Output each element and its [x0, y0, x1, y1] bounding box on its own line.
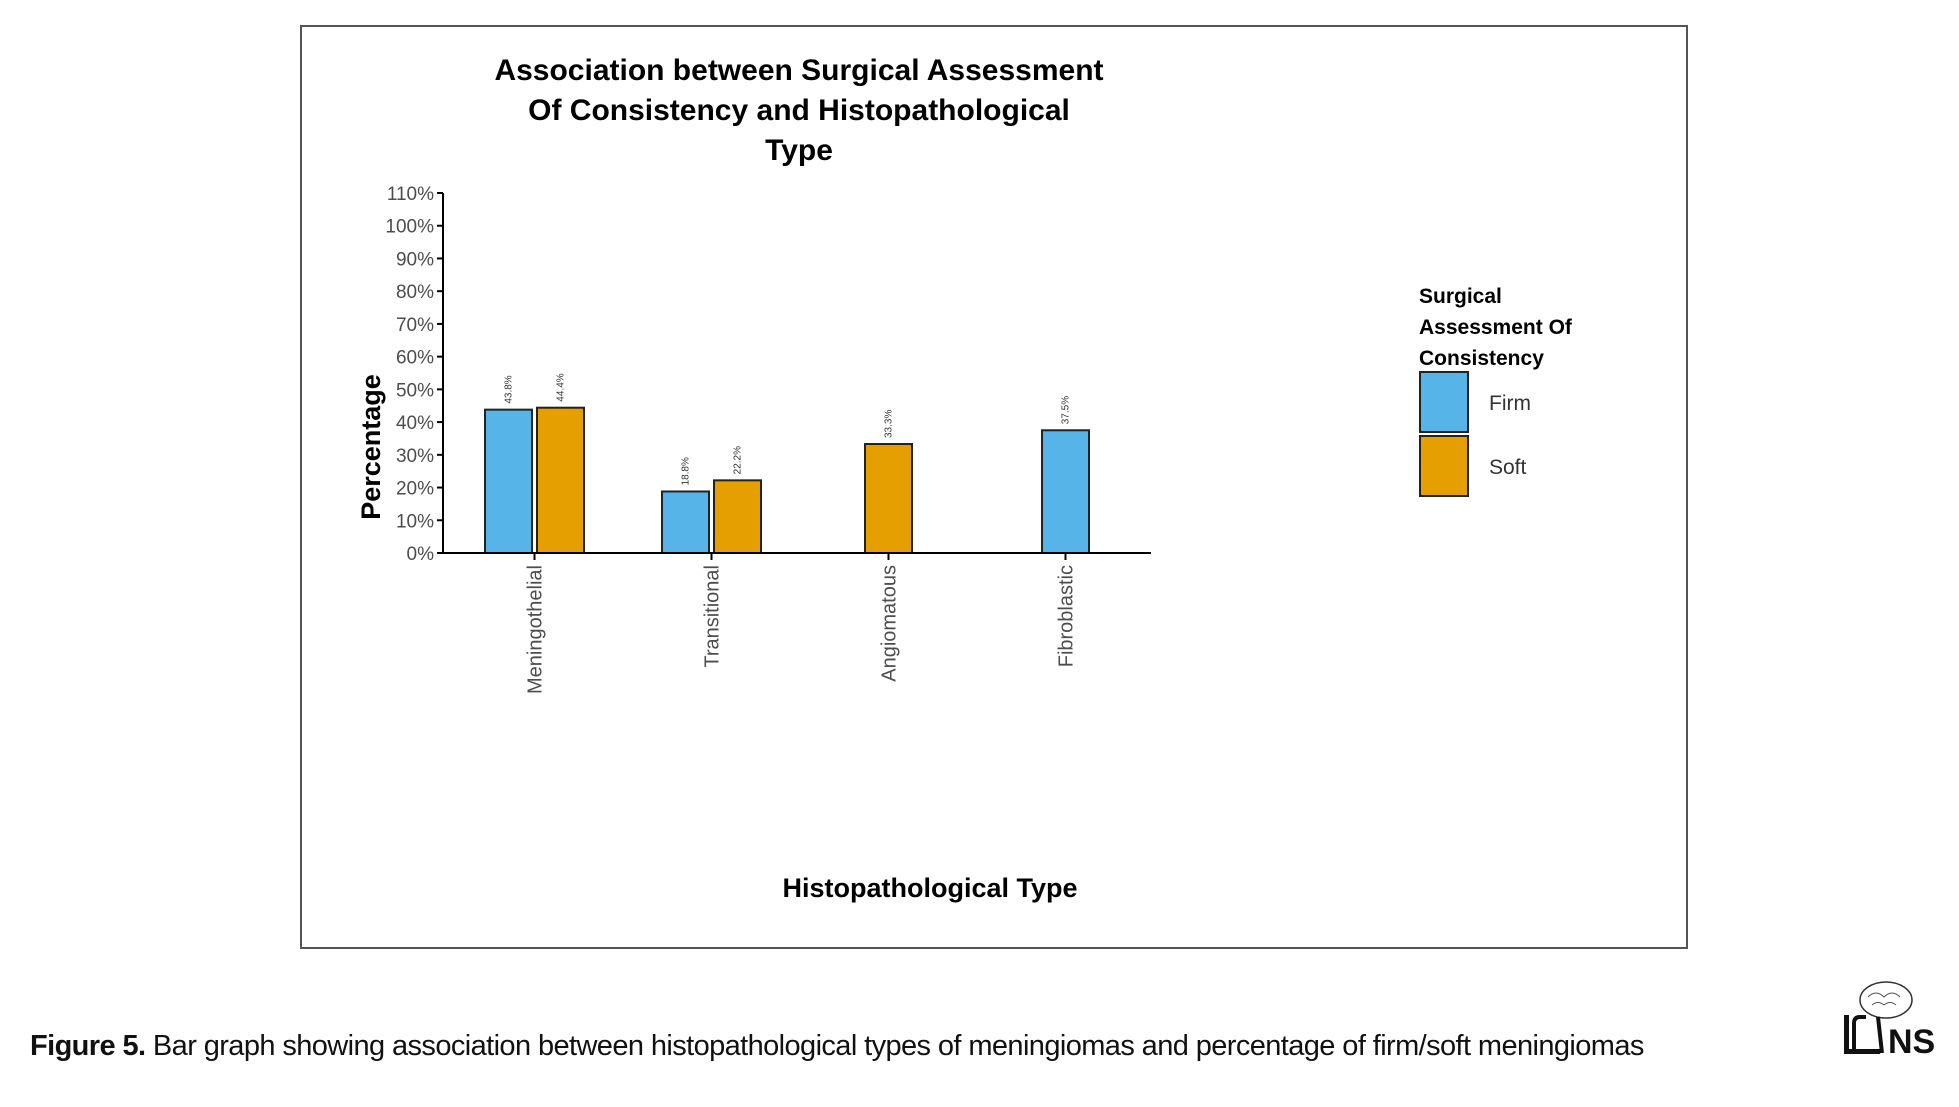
chart-frame: Association between Surgical Assessment O…	[300, 25, 1688, 949]
bar-data-label: 18.8%	[681, 457, 692, 485]
bar-firm-transitional	[661, 490, 710, 554]
legend-key-firm	[1419, 371, 1469, 433]
chart-title-line: Type	[765, 134, 833, 167]
y-tick-label: 10%	[396, 511, 434, 532]
y-tick-label: 80%	[396, 282, 434, 303]
bar-data-label: 44.4%	[556, 373, 567, 401]
legend: Surgical Assessment Of Consistency Firm Soft	[1419, 285, 1573, 497]
bars: 43.8% 44.4% 18.8% 22.2% 33.3% 37.5%	[484, 373, 1090, 555]
y-tick-label: 90%	[396, 249, 434, 270]
bar-firm-fibroblastic	[1041, 429, 1090, 555]
caption-text: Bar graph showing association between hi…	[145, 1030, 1644, 1062]
x-tick-label: Fibroblastic	[1056, 565, 1078, 667]
y-tick-label: 40%	[396, 413, 434, 434]
bar-firm-meningothelial	[484, 408, 533, 554]
legend-title-line: Assessment Of	[1419, 316, 1573, 339]
y-tick-label: 20%	[396, 479, 434, 500]
y-tick-label: 100%	[385, 217, 434, 238]
figure-caption: Figure 5. Bar graph showing association …	[30, 1030, 1644, 1063]
legend-title-line: Consistency	[1419, 347, 1544, 370]
y-tick-label: 0%	[407, 544, 435, 565]
y-tick-label: 60%	[396, 348, 434, 369]
x-tick-label: Meningothelial	[525, 565, 547, 694]
bar-chart: Association between Surgical Assessment O…	[356, 54, 1573, 903]
bar-data-label: 37.5%	[1061, 396, 1072, 424]
y-axis: 0% 10% 20% 30% 40% 50% 60% 70% 80% 90% 100% 110%	[385, 184, 444, 565]
y-tick-label: 110%	[387, 184, 434, 205]
legend-title-line: Surgical	[1419, 285, 1502, 308]
x-axis: Meningothelial Transitional Angiomatous Fib…	[443, 552, 1151, 694]
bar-soft-meningothelial	[536, 406, 585, 555]
x-axis-label: Histopathological Type	[782, 873, 1077, 903]
brain-logo-icon: NS	[1844, 981, 1935, 1061]
legend-label-firm: Firm	[1489, 392, 1531, 415]
legend-key-soft	[1419, 435, 1469, 497]
logo-text: NS	[1888, 1023, 1935, 1061]
x-tick-label: Transitional	[702, 565, 724, 668]
legend-label-soft: Soft	[1489, 456, 1527, 479]
chart-title-line: Of Consistency and Histopathological	[528, 94, 1070, 127]
y-tick-label: 30%	[396, 446, 434, 467]
bar-data-label: 22.2%	[733, 446, 744, 474]
y-axis-label: Percentage	[356, 374, 386, 520]
bar-data-label: 43.8%	[504, 375, 515, 403]
chart-title-line: Association between Surgical Assessment	[494, 54, 1103, 87]
bar-data-label: 33.3%	[884, 410, 895, 438]
x-tick-label: Angiomatous	[879, 565, 901, 682]
y-tick-label: 50%	[396, 380, 434, 401]
y-tick-label: 70%	[396, 315, 434, 336]
bar-soft-transitional	[713, 479, 762, 555]
chart-title: Association between Surgical Assessment O…	[494, 54, 1103, 167]
bar-soft-angiomatous	[864, 443, 913, 555]
figure-label: Figure 5.	[30, 1030, 146, 1062]
